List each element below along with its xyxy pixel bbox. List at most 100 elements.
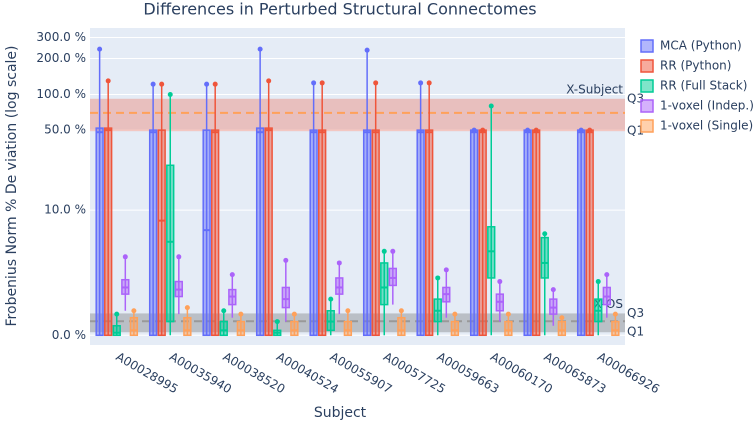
box	[104, 127, 113, 337]
max-point	[204, 81, 210, 87]
box	[236, 320, 246, 337]
max-point	[364, 47, 370, 53]
box	[504, 320, 513, 337]
box	[388, 267, 397, 287]
max-point	[176, 254, 182, 260]
box	[380, 262, 389, 306]
legend-swatch	[640, 59, 654, 73]
max-point	[283, 257, 289, 263]
max-point	[257, 46, 263, 52]
max-point	[559, 315, 565, 321]
max-point	[184, 305, 190, 311]
max-point	[612, 311, 618, 317]
max-point	[418, 80, 424, 86]
y-tick-label: 100.0 %	[36, 87, 86, 101]
y-tick-label: 200.0 %	[36, 51, 86, 65]
y-tick-label: 10.0 %	[44, 203, 86, 217]
max-point	[373, 80, 379, 86]
box	[450, 320, 460, 337]
max-point	[229, 272, 235, 278]
box	[202, 129, 211, 337]
y-tick-label: 0.0 %	[52, 328, 86, 342]
max-point	[381, 248, 387, 254]
box	[343, 320, 353, 337]
box	[318, 129, 327, 337]
box	[397, 316, 406, 337]
band-q1-label: Q1	[627, 124, 644, 138]
max-point	[497, 279, 503, 285]
legend-label: MCA (Python)	[660, 39, 742, 53]
box	[611, 320, 620, 337]
box	[362, 129, 372, 337]
max-point	[212, 81, 218, 87]
max-point	[390, 248, 396, 254]
box	[540, 236, 549, 279]
max-point	[345, 308, 351, 314]
max-point	[328, 296, 334, 302]
legend-label: RR (Python)	[660, 59, 731, 73]
box	[219, 320, 228, 337]
max-point	[426, 80, 432, 86]
band-label: X-Subject	[566, 82, 623, 96]
box	[166, 164, 175, 323]
box	[487, 226, 496, 279]
box	[281, 286, 290, 309]
legend-label: RR (Full Stack)	[660, 79, 747, 93]
box	[576, 129, 586, 337]
max-point	[542, 231, 548, 237]
max-point	[311, 80, 317, 86]
y-axis-title: Frobenius Norm % De viation (log scale)	[4, 46, 20, 327]
legend-swatch	[640, 79, 654, 93]
box	[211, 129, 220, 337]
max-point	[114, 311, 120, 317]
max-point	[266, 78, 272, 84]
y-tick-label: 300.0 %	[36, 30, 86, 44]
y-tick-label: 50.0 %	[44, 123, 86, 137]
legend-swatch	[640, 99, 654, 113]
max-point	[150, 81, 156, 87]
max-point	[167, 91, 173, 97]
band-q3-label: Q3	[627, 306, 644, 320]
max-point	[131, 308, 137, 314]
box	[557, 320, 567, 337]
max-point	[443, 267, 449, 273]
box	[416, 129, 425, 337]
max-point	[221, 308, 227, 314]
max-point	[452, 311, 458, 317]
box	[183, 316, 192, 337]
max-point	[105, 78, 111, 84]
max-point	[550, 287, 556, 293]
legend-swatch	[640, 119, 654, 133]
max-point	[274, 319, 280, 325]
box	[335, 277, 344, 295]
max-point	[238, 311, 244, 317]
max-point	[435, 275, 441, 281]
max-point	[319, 80, 325, 86]
band-q3-label: Q3	[627, 91, 644, 105]
box	[478, 129, 487, 337]
box	[371, 129, 380, 337]
legend-label: 1-voxel (Indep.)	[660, 99, 753, 113]
max-point	[336, 260, 342, 266]
box	[425, 129, 434, 337]
box	[264, 127, 273, 337]
x-axis-title: Subject	[314, 405, 367, 421]
band	[90, 98, 625, 132]
box	[129, 316, 139, 337]
max-point	[122, 254, 128, 260]
box	[585, 129, 594, 337]
band-q1-label: Q1	[627, 325, 644, 339]
box	[95, 127, 104, 337]
legend-label: 1-voxel (Single)	[660, 119, 753, 133]
max-point	[97, 46, 103, 52]
max-point	[291, 311, 297, 317]
chart-title: Differences in Perturbed Structural Conn…	[143, 0, 536, 19]
max-point	[604, 272, 610, 278]
box	[157, 129, 166, 337]
max-point	[505, 311, 511, 317]
box	[255, 127, 265, 337]
box	[523, 129, 532, 337]
box	[309, 129, 318, 337]
box	[148, 129, 158, 337]
